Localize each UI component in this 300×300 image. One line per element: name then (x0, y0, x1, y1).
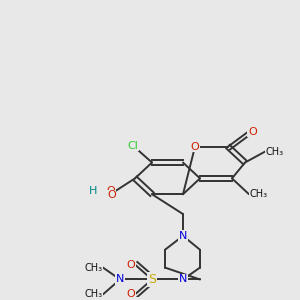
Text: CH₃: CH₃ (85, 289, 103, 299)
Text: O: O (107, 190, 116, 200)
Text: CH₃: CH₃ (265, 147, 283, 157)
Text: CH₃: CH₃ (249, 189, 267, 199)
Text: N: N (116, 274, 124, 284)
Text: CH₃: CH₃ (85, 262, 103, 273)
Text: N: N (179, 231, 187, 241)
Text: O: O (248, 127, 257, 137)
Text: O: O (126, 260, 135, 270)
Text: H: H (88, 186, 97, 196)
Text: O: O (190, 142, 200, 152)
Text: N: N (179, 274, 187, 284)
Text: Cl: Cl (128, 141, 138, 151)
Text: O: O (126, 289, 135, 299)
Text: S: S (148, 273, 156, 286)
Text: O: O (106, 186, 115, 196)
